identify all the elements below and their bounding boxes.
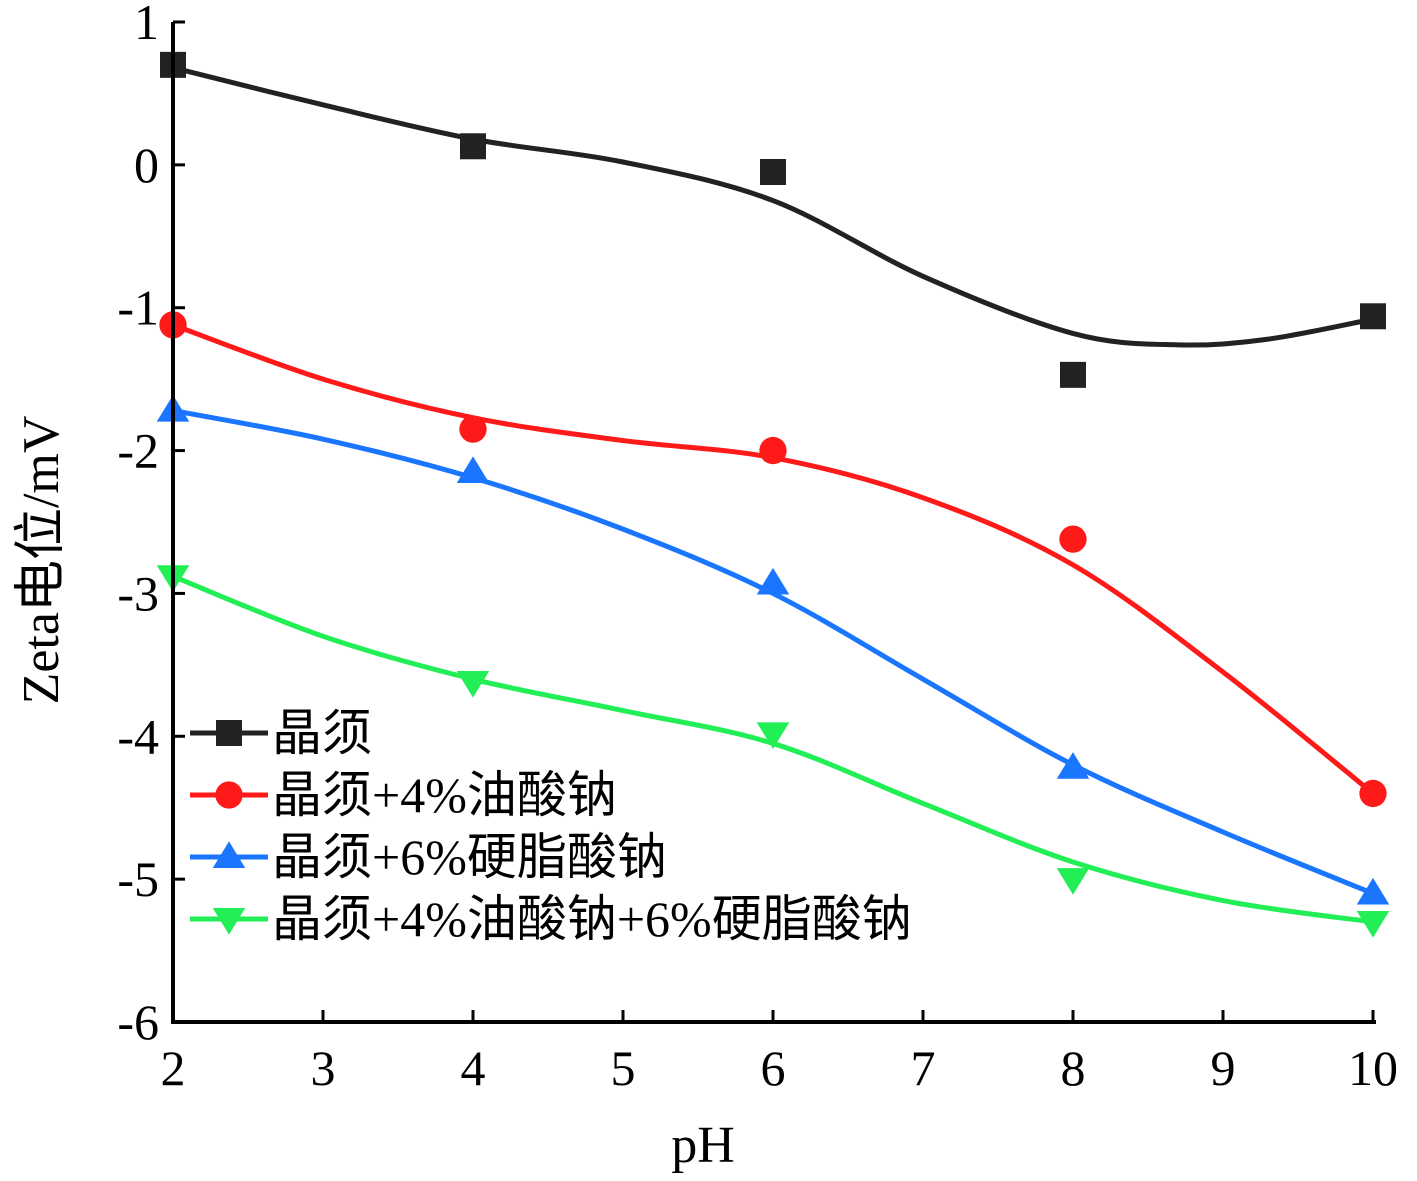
x-axis-title: pH bbox=[671, 1117, 735, 1174]
data-point-0-2 bbox=[760, 159, 786, 185]
y-tick-label: -6 bbox=[117, 994, 159, 1050]
legend-marker-1 bbox=[215, 781, 243, 809]
legend-label-3: 晶须+4%油酸钠+6%硬脂酸钠 bbox=[272, 891, 912, 947]
data-point-2-1 bbox=[456, 456, 490, 484]
data-point-1-1 bbox=[459, 415, 487, 443]
y-tick-label: -4 bbox=[117, 708, 159, 764]
x-tick-label: 2 bbox=[161, 1040, 186, 1096]
data-point-2-2 bbox=[756, 567, 790, 595]
data-point-0-3 bbox=[1060, 361, 1086, 388]
data-point-2-4 bbox=[1356, 877, 1390, 905]
data-point-3-2 bbox=[756, 722, 790, 750]
series-line-0 bbox=[170, 65, 1376, 348]
x-tick-label: 3 bbox=[311, 1040, 336, 1096]
data-point-3-4 bbox=[1356, 910, 1390, 938]
x-tick-label: 7 bbox=[911, 1040, 936, 1096]
data-point-1-4 bbox=[1359, 779, 1387, 808]
x-tick-label: 8 bbox=[1061, 1040, 1086, 1096]
legend-label-0: 晶须 bbox=[272, 705, 372, 761]
data-point-0-4 bbox=[1360, 303, 1386, 330]
legend-marker-2 bbox=[212, 841, 246, 869]
data-point-3-3 bbox=[1056, 868, 1090, 895]
data-point-3-1 bbox=[456, 670, 490, 698]
y-tick-label: -2 bbox=[117, 423, 159, 479]
data-point-1-2 bbox=[759, 436, 787, 465]
legend-label-2: 晶须+6%硬脂酸钠 bbox=[272, 829, 667, 885]
y-axis-title: Zeta电位/mV bbox=[13, 416, 70, 705]
x-tick-label: 6 bbox=[761, 1040, 786, 1096]
data-point-0-1 bbox=[460, 133, 486, 160]
y-tick-label: -1 bbox=[117, 280, 159, 336]
legend-marker-0 bbox=[216, 720, 242, 746]
data-point-2-3 bbox=[1056, 752, 1090, 779]
y-tick-label: 0 bbox=[134, 137, 159, 193]
x-tick-label: 4 bbox=[461, 1040, 486, 1096]
y-tick-label: 1 bbox=[134, 0, 159, 50]
x-tick-label: 9 bbox=[1211, 1040, 1236, 1096]
x-tick-label: 10 bbox=[1348, 1040, 1398, 1096]
y-tick-label: -3 bbox=[117, 565, 159, 621]
legend-label-1: 晶须+4%油酸钠 bbox=[272, 767, 617, 823]
data-point-1-3 bbox=[1059, 525, 1087, 553]
x-tick-label: 5 bbox=[611, 1040, 636, 1096]
y-tick-label: -5 bbox=[117, 851, 159, 907]
legend-marker-3 bbox=[212, 907, 246, 935]
